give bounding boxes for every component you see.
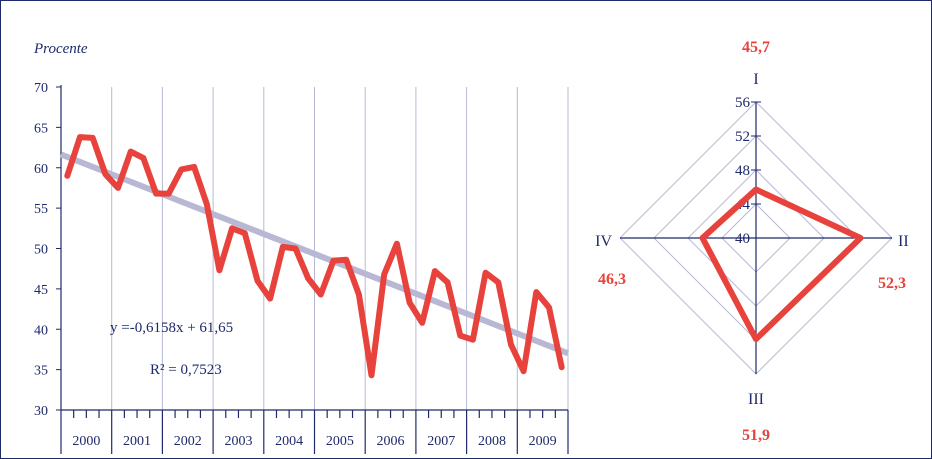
radar-value-label-3: 51,9	[742, 427, 770, 444]
data-point	[344, 258, 348, 262]
data-point	[293, 247, 297, 250]
data-point	[420, 321, 424, 325]
data-point	[509, 343, 513, 347]
data-point	[370, 373, 374, 377]
x-tick-label: 2009	[529, 434, 557, 449]
data-point	[534, 290, 538, 294]
data-point	[471, 338, 475, 342]
x-tick-label: 2007	[427, 434, 455, 449]
data-point	[496, 280, 500, 284]
data-point	[332, 259, 336, 263]
line-chart-axes	[56, 85, 569, 454]
y-tick-label: 70	[34, 81, 48, 96]
data-point	[408, 301, 412, 305]
data-point	[91, 136, 95, 140]
radar-value-label-1: 45,7	[742, 39, 770, 56]
y-tick-label: 30	[34, 404, 48, 419]
data-point	[433, 269, 437, 273]
radar-data-point	[754, 337, 758, 341]
trendline	[59, 151, 570, 357]
x-tick-label: 2008	[478, 434, 506, 449]
radar-axis-label-1: I	[753, 71, 758, 88]
data-point	[484, 271, 488, 275]
data-point	[217, 268, 221, 272]
radar-tick-label: 56	[735, 95, 751, 111]
y-tick-label: 45	[34, 283, 48, 298]
x-tick-label: 2004	[275, 434, 303, 449]
radar-axis-label-4: IV	[595, 233, 612, 250]
y-tick-labels: 70 65 60 55 50 45 40 35 30	[34, 81, 48, 419]
radar-value-label-2: 52,3	[878, 275, 906, 292]
trendline-equation: y =-0,6158x + 61,65	[110, 320, 233, 336]
data-point	[129, 150, 133, 154]
x-tick-labels: 2000 2001 2002 2003 2004 2005 2006 2007 2008 2009	[72, 434, 556, 449]
data-point	[179, 167, 183, 171]
y-tick-label: 50	[34, 243, 48, 258]
radar-axis-label-3: III	[748, 391, 764, 408]
x-tick-label: 2006	[377, 434, 405, 449]
trendline-layer	[59, 151, 570, 357]
radar-data-point	[700, 236, 704, 240]
x-tick-label: 2003	[224, 434, 252, 449]
data-point	[357, 293, 361, 297]
data-point	[382, 272, 386, 276]
y-axis-label: Procente	[33, 41, 88, 57]
data-point	[458, 334, 462, 338]
radar-axes	[620, 101, 892, 374]
data-point	[205, 202, 209, 206]
data-point	[167, 192, 171, 196]
trendline-r2: R² = 0,7523	[150, 362, 222, 378]
radar-axis-label-2: II	[898, 233, 909, 250]
data-point	[281, 245, 285, 249]
radar-tick-label: 52	[735, 129, 750, 145]
x-tick-label: 2001	[123, 434, 151, 449]
data-point	[547, 305, 551, 309]
data-point	[103, 172, 107, 176]
radar-value-label-4: 46,3	[598, 271, 626, 288]
line-chart: Procente 70 65 60 55 50 45 40 35 30 2000 2001 2002…	[33, 41, 570, 454]
data-point	[306, 276, 310, 280]
data-point	[116, 186, 120, 190]
y-tick-label: 40	[34, 323, 48, 338]
y-tick-label: 55	[34, 202, 48, 217]
data-point	[230, 226, 234, 230]
series-line	[64, 134, 565, 379]
radar-data-point	[859, 236, 863, 240]
data-point	[255, 279, 259, 283]
radar-tick-label: 48	[735, 163, 750, 179]
data-point	[141, 156, 145, 160]
radar-series-polygon	[699, 186, 864, 343]
data-point	[243, 231, 247, 235]
data-point	[560, 365, 564, 369]
radar-data-point	[754, 188, 758, 192]
x-tick-label: 2000	[72, 434, 100, 449]
data-point	[395, 242, 399, 246]
data-point	[154, 192, 158, 196]
x-tick-label: 2002	[174, 434, 202, 449]
y-tick-label: 35	[34, 364, 48, 379]
data-point	[522, 369, 526, 373]
radar-tick-label: 40	[735, 231, 750, 247]
data-point	[446, 280, 450, 284]
data-point	[78, 135, 82, 139]
data-point	[319, 293, 323, 297]
data-point	[268, 297, 272, 301]
y-tick-label: 65	[34, 121, 48, 136]
series-layer	[64, 134, 565, 379]
data-point	[65, 174, 69, 178]
radar-series-layer	[699, 186, 864, 343]
data-point	[192, 165, 196, 169]
x-tick-label: 2005	[326, 434, 354, 449]
y-tick-label: 60	[34, 162, 48, 177]
